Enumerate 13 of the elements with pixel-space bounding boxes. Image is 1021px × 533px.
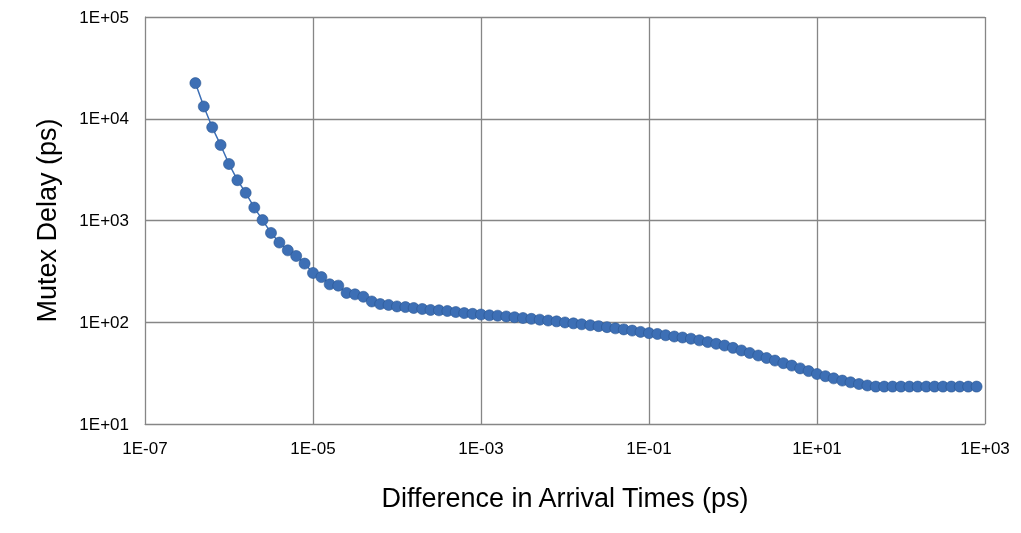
- y-tick-label: 1E+02: [79, 312, 129, 332]
- x-tick-label: 1E-07: [122, 439, 168, 458]
- x-tick-label: 1E+01: [792, 439, 842, 458]
- x-tick-label: 1E-01: [626, 439, 672, 458]
- y-tick-label: 1E+01: [79, 414, 129, 434]
- x-tick-label: 1E+03: [960, 439, 1010, 458]
- x-tick-label: 1E-03: [458, 439, 504, 458]
- y-tick-label: 1E+03: [79, 211, 129, 230]
- y-tick-label: 1E+05: [79, 7, 129, 27]
- x-tick-label: 1E-05: [290, 439, 336, 458]
- x-axis-title: Difference in Arrival Times (ps): [381, 482, 749, 513]
- y-tick-label: 1E+04: [79, 109, 129, 129]
- y-axis-title: Mutex Delay (ps): [31, 118, 62, 323]
